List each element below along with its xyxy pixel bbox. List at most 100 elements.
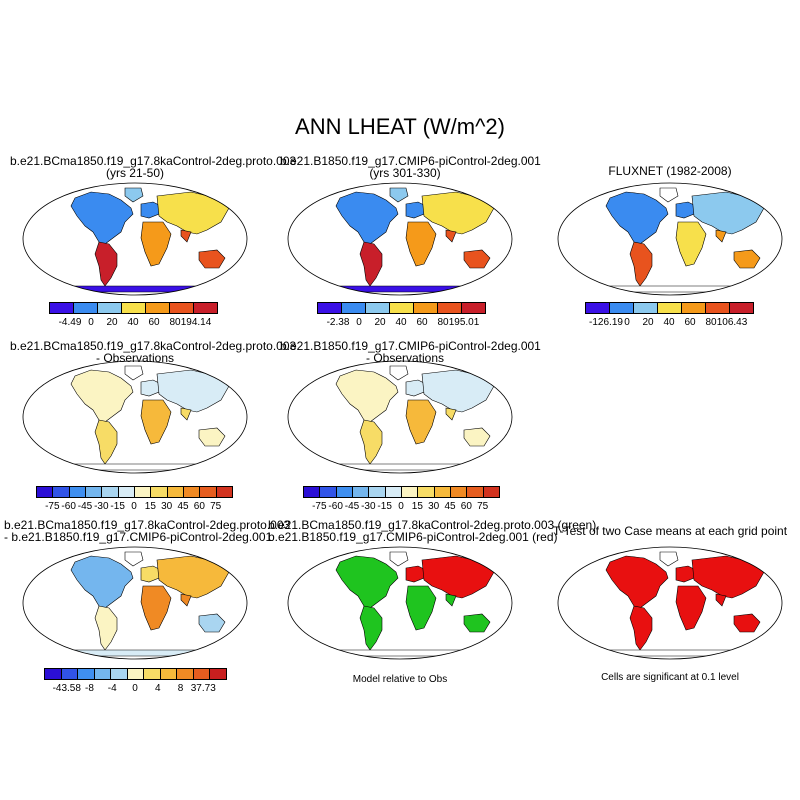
colorbar-box — [209, 668, 227, 680]
landmass-ind — [715, 593, 727, 607]
landmass-au — [198, 427, 226, 447]
colorbar-label: 40 — [663, 317, 675, 328]
landmass-gr — [659, 551, 679, 567]
colorbar-box — [461, 302, 486, 314]
colorbar-box — [145, 302, 170, 314]
panel6-title-line1: b.e21.BCma1850.f19_g17.8kaControl-2deg.p… — [4, 518, 291, 532]
colorbar-label: 106.43 — [716, 317, 748, 328]
colorbar-label: 0 — [398, 501, 404, 512]
landmass-af — [140, 585, 172, 631]
colorbar-box — [52, 486, 70, 498]
colorbar-box — [437, 302, 462, 314]
colorbar-box — [341, 302, 366, 314]
colorbar-box — [150, 486, 168, 498]
colorbar-label: 15 — [144, 501, 156, 512]
colorbar-label: 195.01 — [448, 317, 480, 328]
map-outline — [287, 360, 513, 474]
panel6-title-line2: - b.e21.B1850.f19_g17.CMIP6-piControl-2d… — [4, 530, 273, 544]
colorbar-label: 0 — [132, 683, 138, 694]
colorbar-box — [215, 486, 233, 498]
panel5-map — [287, 360, 513, 474]
colorbar-label: 30 — [428, 501, 440, 512]
colorbar-label: -126.19 — [589, 317, 623, 328]
panel8-title: T-Test of two Case means at each grid po… — [548, 525, 792, 537]
colorbar-box — [352, 486, 370, 498]
landmass-au — [198, 613, 226, 633]
colorbar-box — [466, 486, 484, 498]
colorbar-label: 45 — [177, 501, 189, 512]
landmass-gr — [124, 551, 144, 567]
landmass-na — [605, 191, 669, 245]
landmass-sa — [94, 419, 118, 465]
panel6-title: b.e21.BCma1850.f19_g17.8kaControl-2deg.p… — [4, 518, 291, 544]
colorbar-label: -8 — [85, 683, 94, 694]
landmass-au — [463, 613, 491, 633]
colorbar-box — [729, 302, 754, 314]
colorbar-box — [44, 668, 62, 680]
panel7-title: b.e21.BCma1850.f19_g17.8kaControl-2deg.p… — [268, 518, 597, 543]
landmass-ind — [180, 229, 192, 243]
colorbar-label: 30 — [161, 501, 173, 512]
landmass-na — [335, 191, 399, 245]
colorbar-box — [303, 486, 321, 498]
landmass-na — [70, 555, 134, 609]
colorbar-label: 45 — [444, 501, 456, 512]
landmass-au — [463, 427, 491, 447]
colorbar-label: 4 — [154, 683, 161, 694]
colorbar-box — [77, 668, 95, 680]
landmass-na — [605, 555, 669, 609]
colorbar-label: 0 — [624, 317, 630, 328]
landmass-as — [156, 191, 230, 235]
landmass-na — [70, 191, 134, 245]
colorbar-label: -30 — [94, 501, 109, 512]
landmass-as — [156, 555, 230, 599]
colorbar-box — [585, 302, 610, 314]
colorbar-box — [169, 302, 194, 314]
colorbar-box — [117, 486, 135, 498]
landmass-as — [691, 191, 765, 235]
landmass-sa — [359, 605, 383, 651]
landmass-ind — [180, 593, 192, 607]
map-outline — [22, 546, 248, 660]
panel4-title-line1: b.e21.BCma1850.f19_g17.8kaControl-2deg.p… — [10, 339, 297, 353]
colorbar-label: 37.73 — [190, 683, 216, 694]
colorbar-box — [413, 302, 438, 314]
colorbar-box — [319, 486, 337, 498]
panel2-map — [287, 182, 513, 296]
landmass-ind — [445, 593, 457, 607]
colorbar-box — [384, 486, 402, 498]
colorbar-box — [73, 302, 98, 314]
panel8-map — [557, 546, 783, 660]
colorbar-label: 80 — [705, 317, 717, 328]
landmass-ind — [180, 407, 192, 421]
panel7-title-line1: b.e21.BCma1850.f19_g17.8kaControl-2deg.p… — [268, 518, 597, 532]
panel1-title-line1: b.e21.BCma1850.f19_g17.8kaControl-2deg.p… — [10, 154, 297, 168]
map-outline — [22, 360, 248, 474]
colorbar-box — [159, 668, 178, 680]
colorbar-label: -75 — [45, 501, 60, 512]
landmass-na — [70, 369, 134, 423]
landmass-gr — [389, 365, 409, 381]
map-outline — [22, 182, 248, 296]
landmass-ind — [715, 229, 727, 243]
colorbar-box — [609, 302, 634, 314]
landmass-sa — [359, 419, 383, 465]
colorbar-box — [433, 486, 451, 498]
landmass-as — [421, 191, 495, 235]
landmass-af — [140, 221, 172, 267]
colorbar-box — [368, 486, 386, 498]
colorbar-label: 60 — [416, 317, 428, 328]
colorbar-box — [60, 668, 79, 680]
colorbar-label: -15 — [110, 501, 125, 512]
colorbar-box — [85, 486, 103, 498]
colorbar-label: -60 — [328, 501, 343, 512]
colorbar-label: -45 — [344, 501, 360, 512]
colorbar-label: -75 — [312, 501, 327, 512]
panel5-title-line1: b.e21.B1850.f19_g17.CMIP6-piControl-2deg… — [280, 339, 541, 353]
colorbar-box — [705, 302, 730, 314]
landmass-ind — [445, 407, 457, 421]
colorbar-label: 60 — [460, 501, 472, 512]
landmass-gr — [389, 551, 409, 567]
panel4-title: b.e21.BCma1850.f19_g17.8kaControl-2deg.p… — [10, 339, 297, 364]
colorbar-box — [450, 486, 468, 498]
